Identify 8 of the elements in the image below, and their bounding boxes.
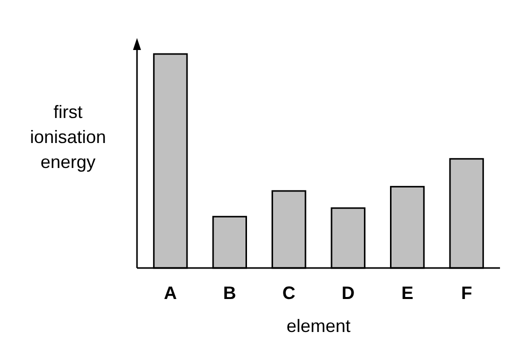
x-tick-label: A	[164, 283, 177, 303]
x-tick-label: F	[461, 283, 472, 303]
x-tick-label: B	[223, 283, 236, 303]
x-axis-title: element	[286, 316, 351, 336]
y-axis-title: first ionisation energy	[30, 102, 106, 172]
x-tick-label: C	[282, 283, 296, 303]
x-tick-label: D	[342, 283, 355, 303]
x-tick-label: E	[401, 283, 414, 303]
